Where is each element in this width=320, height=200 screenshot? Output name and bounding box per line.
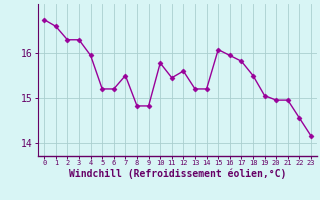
X-axis label: Windchill (Refroidissement éolien,°C): Windchill (Refroidissement éolien,°C) <box>69 169 286 179</box>
